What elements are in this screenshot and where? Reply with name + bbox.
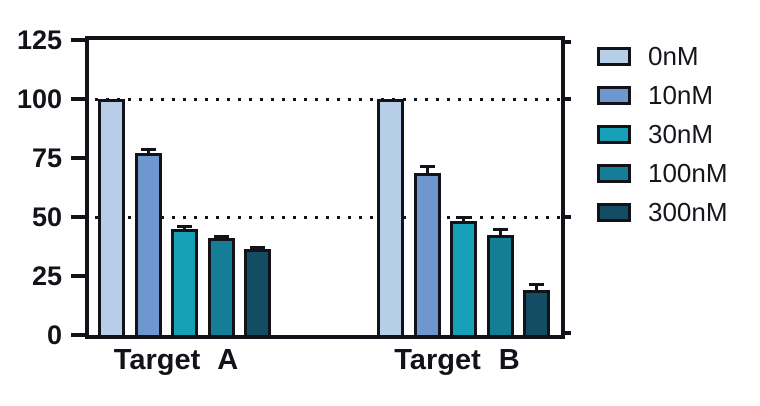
legend-swatch-10nM [597,86,631,105]
y-tick-label-25: 25 [31,261,62,291]
y-tick-label-0: 0 [46,320,62,350]
bar-target-a-0nM [98,99,125,335]
bar-target-b-10nM [413,173,441,335]
legend-swatch-300nM [597,203,631,222]
error-bar-cap [419,165,435,169]
legend-swatch-30nM [597,125,631,144]
error-bar-cap [456,216,471,219]
y-tick-100 [71,97,85,101]
error-bar [462,217,465,223]
bar-target-b-300nM [523,290,550,335]
y-tick-125 [71,38,85,42]
error-bar [425,166,429,176]
y-tick-label-125: 125 [16,25,62,55]
plot-area [71,36,571,339]
legend-swatch-100nM [597,164,631,183]
right-tick-125 [565,40,571,44]
error-bar-cap [250,245,265,249]
error-bar-cap [177,225,192,229]
error-bar [256,246,259,251]
y-tick-25 [71,274,85,278]
right-tick-100 [565,97,571,101]
y-tick-75 [71,156,85,160]
bar-target-a-30nM [171,228,198,335]
legend-label-100nM: 100nM [648,158,728,188]
bar-target-b-30nM [450,220,477,335]
bar-target-b-100nM [486,234,514,335]
legend-label-30nM: 30nM [648,119,714,149]
error-bar-cap [140,147,156,151]
legend-swatch-0nM [597,47,631,66]
category-label-1: Target A [113,344,239,376]
error-bar [498,228,502,237]
y-tick-0 [71,333,85,337]
legend-label-300nM: 300nM [648,197,728,227]
bar-target-b-0nM [377,99,404,335]
bar-target-a-300nM [244,248,271,335]
bar-target-a-100nM [207,238,235,335]
legend-label-10nM: 10nM [648,80,714,110]
gridline-100 [95,97,561,101]
y-tick-label-75: 75 [31,143,62,173]
legend-label-0nM: 0nM [648,41,699,71]
gridline-50 [95,215,561,219]
error-bar-cap [529,283,544,287]
bar-target-a-10nM [134,153,162,335]
error-bar-cap [492,227,508,231]
error-bar-cap [213,234,229,238]
category-label-2: Target B [394,344,520,376]
right-tick-0 [565,331,571,335]
error-bar [183,226,186,231]
right-tick-50 [565,215,571,219]
error-bar [146,148,150,156]
y-tick-label-100: 100 [16,84,62,114]
error-bar [219,235,223,241]
error-bar [535,284,538,293]
y-tick-label-50: 50 [31,202,62,232]
y-tick-50 [71,215,85,219]
